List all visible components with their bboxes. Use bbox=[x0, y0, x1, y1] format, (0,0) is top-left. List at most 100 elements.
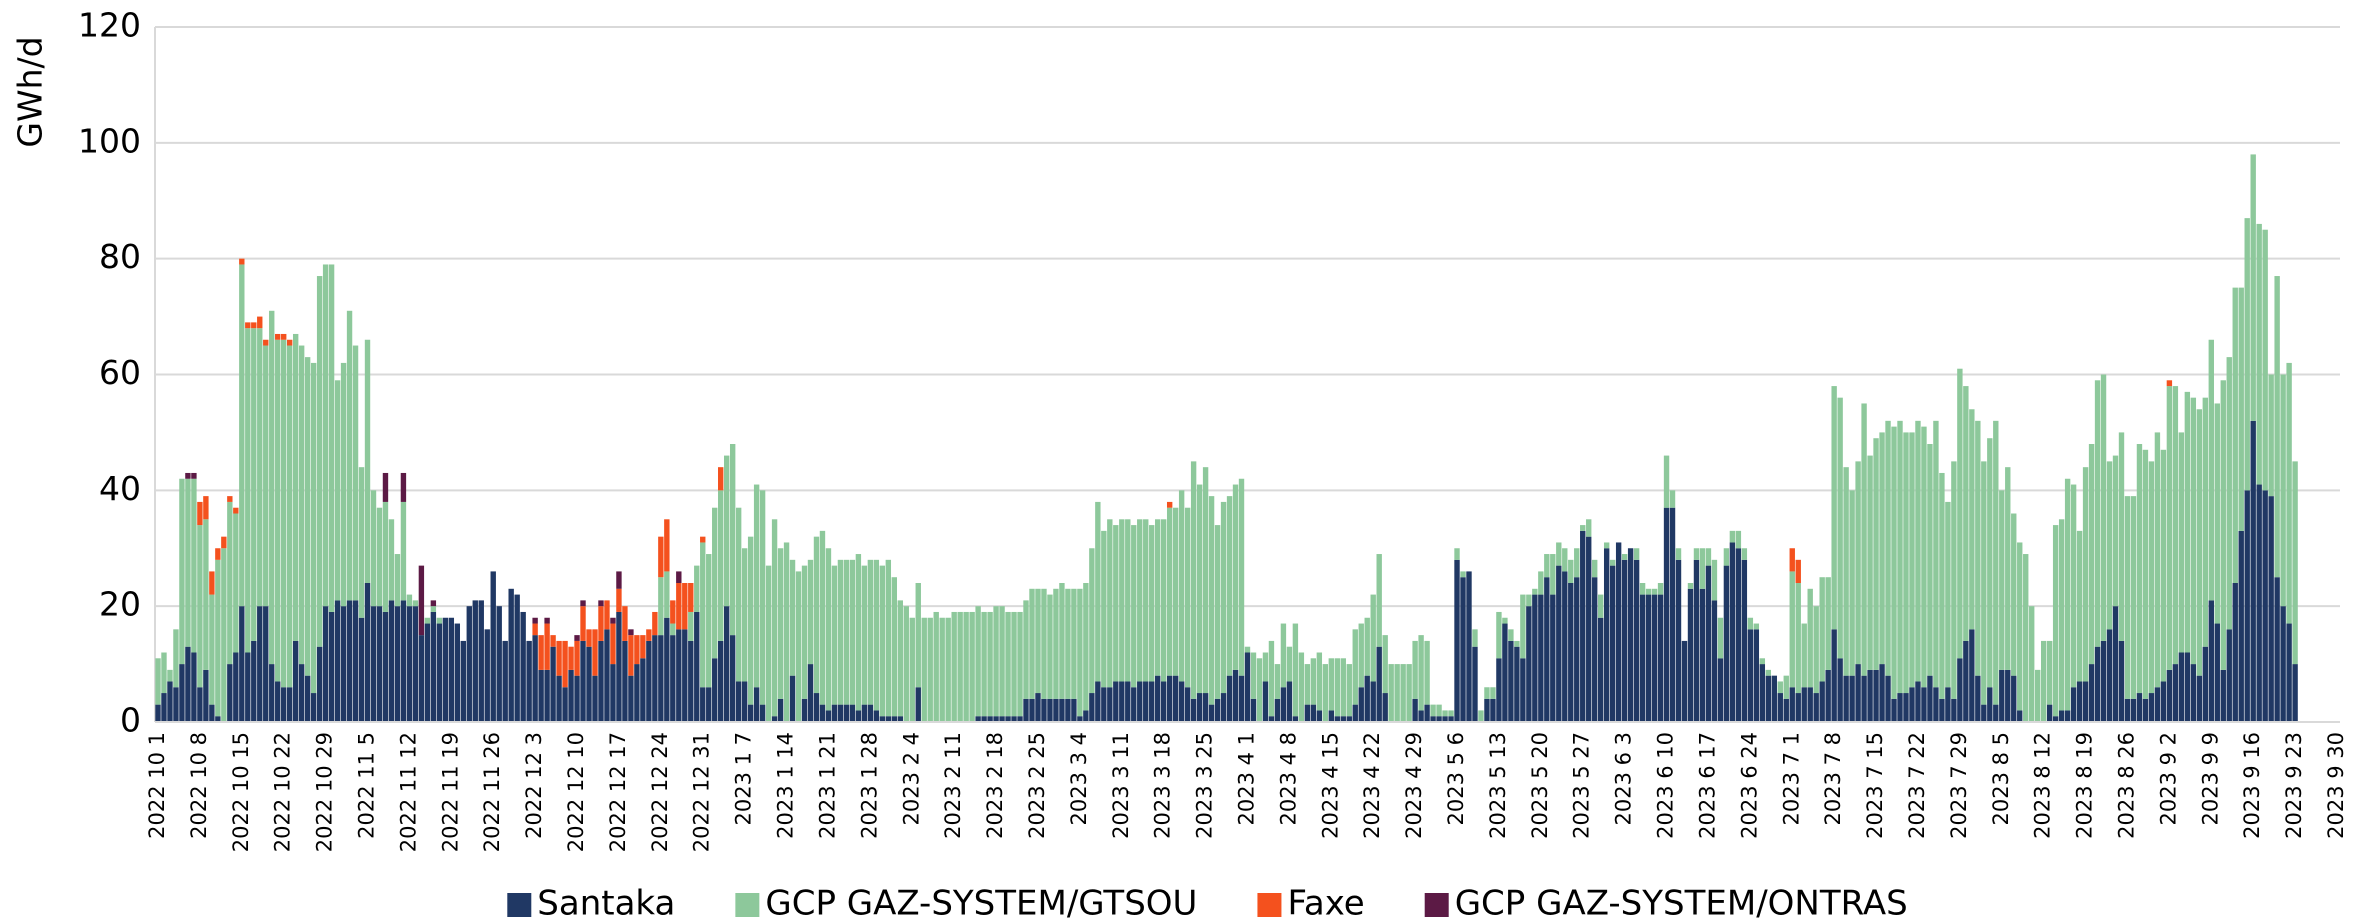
bar-segment bbox=[532, 617, 538, 624]
bar-segment bbox=[484, 629, 490, 722]
bar-segment bbox=[1819, 681, 1825, 722]
bar-segment bbox=[1975, 420, 1981, 676]
bar-segment bbox=[161, 652, 167, 694]
bar-segment bbox=[2220, 380, 2226, 670]
bar-segment bbox=[2005, 467, 2011, 670]
bar-segment bbox=[1196, 484, 1203, 694]
bar-segment bbox=[2232, 583, 2238, 722]
bar-segment bbox=[1981, 704, 1987, 722]
bar-segment bbox=[718, 467, 724, 491]
bar-segment bbox=[682, 629, 688, 722]
bar-segment bbox=[628, 675, 634, 722]
bar-segment bbox=[1244, 652, 1251, 722]
bar-segment bbox=[1448, 716, 1454, 722]
bar-segment bbox=[508, 588, 514, 722]
bar-segment bbox=[1711, 600, 1718, 722]
bar-segment bbox=[460, 640, 466, 722]
bar-segment bbox=[1125, 681, 1131, 722]
bar-segment bbox=[939, 617, 945, 722]
x-tick-label: 2022 10 22 bbox=[271, 732, 295, 852]
bar-segment bbox=[957, 611, 963, 722]
bar-segment bbox=[2184, 652, 2191, 722]
bar-segment bbox=[1592, 577, 1598, 722]
bar-segment bbox=[664, 617, 670, 722]
bar-segment bbox=[855, 710, 862, 722]
bar-segment bbox=[1065, 698, 1071, 722]
bar-segment bbox=[1915, 681, 1921, 722]
bar-segment bbox=[370, 606, 377, 722]
bar-segment bbox=[1705, 565, 1712, 722]
bar-segment bbox=[209, 704, 215, 722]
bar-segment bbox=[1651, 588, 1658, 595]
bar-segment bbox=[598, 606, 604, 641]
bar-segment bbox=[538, 669, 544, 722]
bar-segment bbox=[2220, 669, 2226, 722]
bar-segment bbox=[179, 664, 185, 722]
bar-segment bbox=[1131, 525, 1137, 688]
bar-segment bbox=[1609, 565, 1616, 722]
bar-segment bbox=[1562, 571, 1568, 722]
bar-segment bbox=[897, 716, 903, 722]
bar-segment bbox=[1945, 687, 1951, 722]
x-tick-label: 2022 10 1 bbox=[145, 732, 169, 839]
bar-segment bbox=[334, 380, 341, 601]
bar-segment bbox=[1909, 687, 1915, 722]
bar-segment bbox=[2136, 444, 2143, 694]
bar-segment bbox=[1747, 629, 1754, 722]
bar-segment bbox=[526, 640, 532, 722]
bar-segment bbox=[652, 635, 658, 722]
bar-segment bbox=[430, 600, 437, 607]
bar-segment bbox=[1244, 646, 1251, 653]
bar-segment bbox=[2011, 513, 2017, 676]
bar-segment bbox=[1675, 548, 1682, 560]
bar-segment bbox=[1101, 687, 1107, 722]
bar-segment bbox=[233, 507, 239, 514]
x-tick-label: 2023 8 5 bbox=[1989, 732, 2013, 826]
bar-segment bbox=[1999, 669, 2005, 722]
bar-segment bbox=[1723, 565, 1730, 722]
bar-segment bbox=[1184, 687, 1191, 722]
bar-segment bbox=[1232, 669, 1239, 722]
x-tick-label: 2022 11 12 bbox=[396, 732, 420, 852]
bar-segment bbox=[1328, 658, 1335, 711]
bar-segment bbox=[1172, 675, 1179, 722]
bar-segment bbox=[436, 623, 443, 722]
bar-segment bbox=[574, 635, 580, 641]
bar-segment bbox=[400, 600, 407, 722]
bar-segment bbox=[1280, 687, 1287, 722]
bar-segment bbox=[1029, 588, 1035, 699]
bar-segment bbox=[418, 565, 425, 636]
bar-segment bbox=[1849, 675, 1855, 722]
bar-segment bbox=[813, 693, 820, 722]
bar-segment bbox=[1310, 658, 1317, 705]
x-tick-label: 2023 3 25 bbox=[1193, 732, 1217, 839]
bar-segment bbox=[1897, 693, 1903, 722]
bar-segment bbox=[1083, 583, 1089, 711]
bar-segment bbox=[1364, 675, 1370, 722]
bar-segment bbox=[1160, 519, 1167, 682]
bar-segment bbox=[586, 646, 592, 722]
bar-segment bbox=[352, 345, 359, 601]
bar-segment bbox=[2214, 403, 2220, 624]
bar-segment bbox=[1011, 611, 1017, 717]
bar-segment bbox=[286, 339, 293, 346]
bar-segment bbox=[197, 501, 203, 526]
bar-segment bbox=[1633, 548, 1640, 560]
bar-segment bbox=[879, 716, 886, 722]
bar-segment bbox=[1795, 693, 1801, 722]
bar-segment bbox=[837, 704, 844, 722]
bar-segment bbox=[430, 611, 437, 722]
bar-segment bbox=[646, 640, 652, 722]
bar-segment bbox=[1412, 640, 1418, 699]
x-tick-label: 2022 10 29 bbox=[313, 732, 337, 852]
bar-segment bbox=[1526, 594, 1532, 607]
bar-segment bbox=[1484, 687, 1490, 699]
bar-segment bbox=[412, 600, 419, 607]
bar-segment bbox=[1765, 675, 1772, 722]
y-tick-label: 120 bbox=[78, 6, 141, 45]
x-tick-label: 2023 2 25 bbox=[1025, 732, 1049, 839]
x-tick-label: 2023 8 26 bbox=[2114, 732, 2138, 839]
x-tick-label: 2023 6 3 bbox=[1612, 732, 1636, 826]
bar-segment bbox=[286, 345, 293, 688]
bar-segment bbox=[837, 559, 844, 705]
